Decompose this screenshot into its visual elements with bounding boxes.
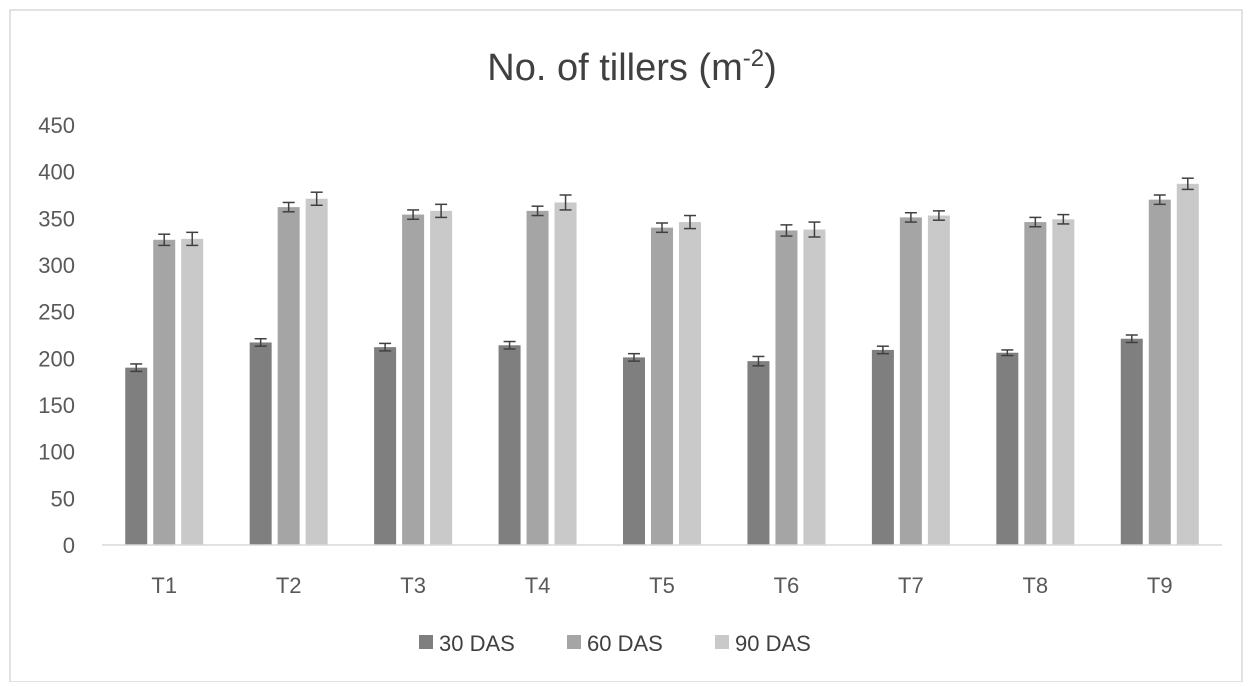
legend-swatch — [567, 635, 581, 649]
bar-60-das — [402, 214, 425, 545]
bar-60-das — [775, 230, 798, 545]
error-bar — [435, 203, 448, 219]
x-tick-label: T8 — [1022, 573, 1048, 598]
legend-label: 60 DAS — [587, 631, 663, 656]
error-bar — [130, 363, 143, 373]
y-tick-label: 0 — [63, 533, 75, 558]
y-tick-label: 400 — [38, 160, 75, 185]
error-bar — [186, 231, 199, 247]
chart-title-superscript: -2 — [743, 45, 764, 72]
bar-90-das — [803, 229, 826, 546]
bar-90-das — [305, 198, 328, 545]
legend-item: 90 DAS — [715, 631, 811, 656]
bar-90-das — [1052, 219, 1075, 545]
error-bars — [130, 177, 1194, 373]
bar-60-das — [526, 210, 549, 545]
x-tick-label: T7 — [898, 573, 924, 598]
chart-title-main: No. of tillers (m — [487, 47, 742, 89]
y-tick-label: 250 — [38, 300, 75, 325]
y-tick-label: 300 — [38, 253, 75, 278]
error-bar — [282, 201, 295, 213]
error-bar — [628, 352, 640, 362]
error-bar — [379, 342, 392, 352]
bar-30-das — [125, 367, 148, 545]
y-tick-label: 350 — [38, 206, 75, 231]
x-tick-label: T1 — [151, 573, 177, 598]
error-bar — [1181, 177, 1194, 191]
chart-title-close: ) — [764, 47, 777, 89]
error-bar — [932, 210, 945, 221]
legend-swatch — [419, 635, 433, 649]
error-bar — [407, 209, 420, 221]
error-bar — [656, 222, 668, 234]
error-bar — [684, 214, 696, 230]
bar-90-das — [679, 222, 701, 546]
legend-item: 60 DAS — [567, 631, 663, 656]
bar-30-das — [747, 361, 770, 545]
bar-30-das — [498, 345, 521, 545]
y-tick-label: 50 — [51, 486, 75, 511]
legend-item: 30 DAS — [419, 631, 515, 656]
error-bar — [876, 345, 889, 355]
legend-swatch — [715, 635, 729, 649]
legend-label: 90 DAS — [735, 631, 811, 656]
y-tick-label: 150 — [38, 393, 75, 418]
bar-30-das — [374, 347, 397, 545]
chart-title: No. of tillers (m-2) — [487, 45, 776, 89]
error-bar — [1057, 213, 1070, 225]
x-axis: T1 T2 T3 T4 T5 T6 T7 T8 T9 — [102, 544, 1222, 598]
x-tick-label: T6 — [774, 573, 800, 598]
error-bar — [559, 194, 572, 211]
bar-90-das — [1176, 183, 1199, 546]
bar-60-das — [899, 217, 922, 545]
bar-90-das — [430, 210, 453, 545]
error-bar — [531, 205, 544, 217]
error-bar — [752, 355, 765, 367]
error-bar — [1153, 194, 1166, 206]
y-tick-label: 450 — [38, 113, 75, 138]
legend-label: 30 DAS — [439, 631, 515, 656]
bar-30-das — [871, 349, 894, 545]
bar-30-das — [996, 352, 1019, 545]
y-tick-label: 100 — [38, 440, 75, 465]
error-bar — [503, 340, 516, 350]
bars — [125, 183, 1199, 546]
bar-90-das — [181, 238, 204, 545]
x-tick-label: T9 — [1147, 573, 1173, 598]
error-bar — [310, 191, 323, 207]
error-bar — [158, 233, 171, 247]
x-tick-label: T3 — [400, 573, 426, 598]
bar-60-das — [651, 227, 673, 545]
legend: 30 DAS 60 DAS 90 DAS — [419, 631, 811, 656]
y-axis: 0 50 100 150 200 250 300 350 400 450 — [38, 113, 75, 558]
error-bar — [780, 224, 793, 237]
x-tick-label: T4 — [525, 573, 551, 598]
error-bar — [808, 221, 821, 238]
x-tick-label: T2 — [276, 573, 302, 598]
error-bar — [254, 337, 267, 347]
y-tick-label: 200 — [38, 346, 75, 371]
bar-60-das — [1024, 222, 1047, 546]
error-bar — [904, 211, 917, 223]
bar-60-das — [153, 239, 176, 546]
bar-60-das — [277, 207, 300, 545]
bar-30-das — [249, 342, 272, 545]
bar-90-das — [554, 202, 577, 545]
bar-60-das — [1148, 199, 1171, 545]
x-tick-label: T5 — [649, 573, 675, 598]
error-bar — [1029, 216, 1042, 228]
error-bar — [1125, 334, 1138, 344]
bar-90-das — [927, 215, 950, 546]
bar-30-das — [1120, 338, 1143, 545]
error-bar — [1001, 349, 1014, 357]
bar-30-das — [623, 357, 645, 545]
